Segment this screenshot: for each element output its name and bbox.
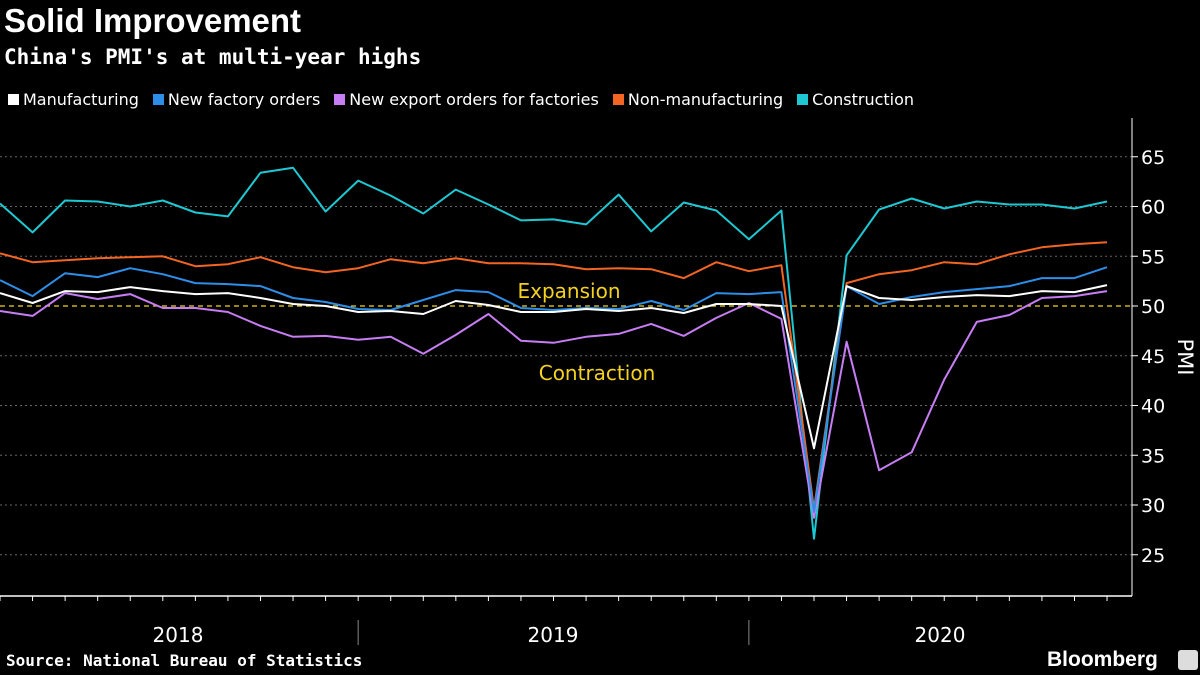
series-new-export-orders-for-factories [0, 290, 1108, 519]
x-year-label: 2020 [915, 623, 966, 647]
y-tick-label: 40 [1141, 396, 1165, 418]
legend-swatch [8, 94, 19, 105]
legend-swatch [334, 94, 346, 105]
legend-label: New export orders for factories [349, 90, 599, 109]
legend-label: Non-manufacturing [627, 90, 784, 109]
y-tick-label: 50 [1141, 296, 1165, 318]
y-axis-label: PMI [1173, 339, 1197, 376]
source-note: Source: National Bureau of Statistics [6, 651, 363, 670]
series-line [0, 166, 1108, 540]
y-tick-label: 55 [1141, 246, 1165, 268]
y-tick-label: 35 [1141, 445, 1165, 467]
legend-item: New export orders for factories [334, 90, 599, 109]
y-tick-label: 30 [1141, 495, 1165, 517]
chart-title: Solid Improvement [4, 2, 302, 39]
legend-item: New factory orders [152, 90, 321, 109]
bloomberg-chart-icon [1178, 650, 1198, 670]
legend-item: Construction [797, 90, 914, 109]
y-tick-label: 60 [1141, 197, 1165, 219]
legend: Manufacturing New factory orders New expor… [8, 90, 914, 109]
x-year-label: 2019 [528, 623, 579, 647]
bloomberg-logo: Bloomberg [1047, 648, 1158, 671]
series-manufacturing [0, 284, 1108, 450]
series-construction [0, 166, 1108, 540]
y-tick-label: 65 [1141, 147, 1165, 169]
legend-label: Manufacturing [23, 90, 139, 109]
series-non-manufacturing [0, 241, 1108, 510]
legend-swatch [797, 94, 809, 105]
contraction-label: Contraction [539, 361, 656, 385]
legend-label: New factory orders [167, 90, 321, 109]
legend-swatch [152, 94, 164, 105]
y-tick-label: 45 [1141, 346, 1165, 368]
x-year-label: 2018 [153, 623, 204, 647]
series-line [0, 266, 1108, 513]
series-line [0, 290, 1108, 519]
y-tick-label: 25 [1141, 545, 1165, 567]
series-new-factory-orders [0, 266, 1108, 513]
legend-label: Construction [812, 90, 915, 109]
legend-swatch [612, 94, 624, 105]
chart-subtitle: China's PMI's at multi-year highs [4, 45, 422, 69]
legend-item: Manufacturing [8, 90, 139, 109]
legend-item: Non-manufacturing [612, 90, 784, 109]
expansion-label: Expansion [518, 279, 621, 303]
